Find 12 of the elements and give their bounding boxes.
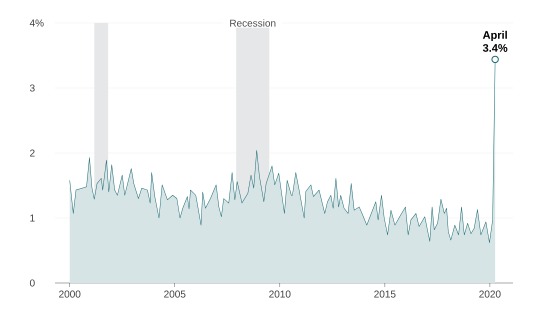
- x-tick-label: 2015: [374, 290, 396, 298]
- band-label: Recession: [230, 19, 276, 27]
- x-tick-label: 2010: [269, 290, 291, 298]
- y-tick-label: 1: [30, 214, 35, 222]
- annotation: April 3.4%: [482, 30, 508, 52]
- y-tick-label: 2: [30, 150, 35, 156]
- y-tick-label: 3: [30, 84, 35, 92]
- x-tick-label: 2000: [59, 290, 80, 298]
- x-tick-label: 2020: [479, 290, 501, 298]
- y-tick-label: 4%: [30, 19, 44, 27]
- y-tick-label: 0: [30, 279, 35, 287]
- x-tick-label: 2005: [164, 290, 186, 298]
